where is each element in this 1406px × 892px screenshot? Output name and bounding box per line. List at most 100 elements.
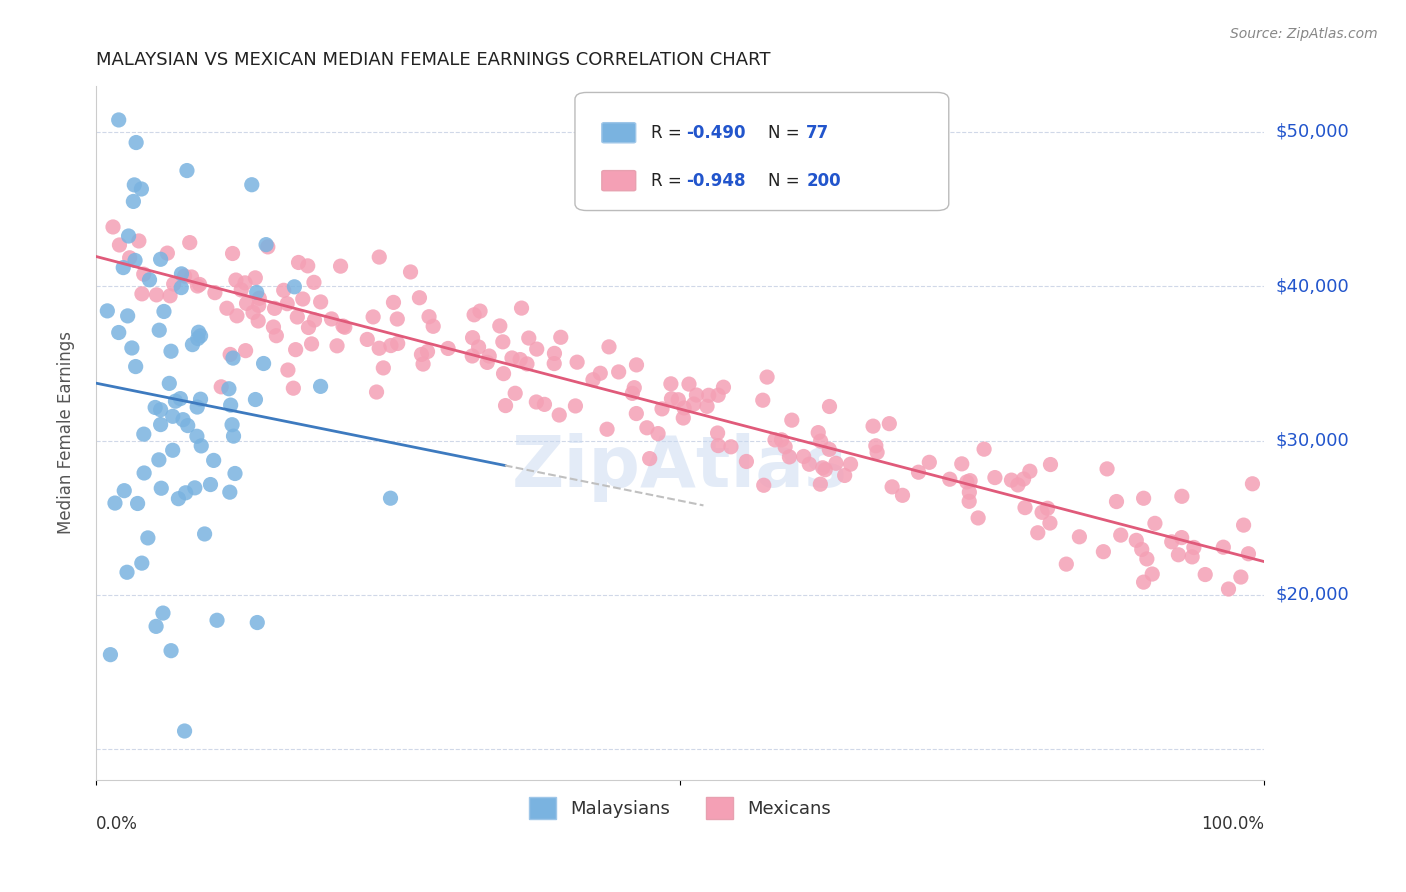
Mexicans [461, 331, 484, 345]
Malaysians [184, 481, 207, 495]
Mexicans [1167, 548, 1189, 562]
Mexicans [1170, 531, 1192, 545]
Mexicans [368, 250, 391, 264]
Mexicans [973, 442, 995, 457]
Mexicans [517, 331, 540, 345]
Malaysians [202, 453, 225, 467]
Text: ZipAtlas: ZipAtlas [512, 433, 848, 502]
Malaysians [174, 485, 197, 500]
Malaysians [148, 453, 170, 467]
Mexicans [810, 434, 832, 449]
Mexicans [187, 279, 209, 293]
Mexicans [159, 289, 181, 303]
Mexicans [382, 295, 405, 310]
Mexicans [565, 355, 588, 369]
Mexicans [1007, 478, 1029, 492]
Mexicans [108, 238, 131, 252]
Mexicans [302, 276, 325, 290]
Malaysians [157, 376, 180, 391]
Mexicans [1031, 505, 1053, 519]
Malaysians [124, 253, 146, 268]
Mexicans [297, 320, 319, 334]
Mexicans [607, 365, 630, 379]
Text: 0.0%: 0.0% [96, 814, 138, 833]
Text: -0.948: -0.948 [686, 171, 745, 190]
Mexicans [879, 417, 901, 431]
Malaysians [167, 491, 190, 506]
Mexicans [118, 251, 141, 265]
Mexicans [333, 320, 356, 334]
Mexicans [707, 439, 730, 453]
Mexicans [1160, 534, 1182, 549]
Mexicans [321, 312, 343, 326]
Mexicans [839, 457, 862, 471]
Mexicans [818, 400, 841, 414]
Mexicans [361, 310, 384, 324]
Mexicans [548, 408, 571, 422]
Mexicans [495, 399, 517, 413]
Mexicans [1132, 491, 1154, 506]
Malaysians [136, 531, 159, 545]
Mexicans [582, 373, 605, 387]
Mexicans [180, 270, 202, 285]
Mexicans [380, 338, 402, 352]
Malaysians [200, 477, 222, 491]
Mexicans [651, 401, 673, 416]
Mexicans [221, 246, 243, 260]
Mexicans [564, 399, 586, 413]
Malaysians [177, 418, 200, 433]
Y-axis label: Median Female Earnings: Median Female Earnings [58, 331, 75, 534]
Mexicans [866, 445, 889, 459]
Malaysians [165, 394, 187, 409]
Mexicans [332, 319, 354, 334]
Mexicans [285, 310, 308, 324]
Malaysians [149, 402, 172, 417]
Mexicans [263, 301, 285, 316]
Mexicans [967, 511, 990, 525]
Mexicans [918, 455, 941, 469]
Mexicans [526, 342, 548, 356]
Mexicans [277, 363, 299, 377]
Mexicans [659, 376, 682, 391]
FancyBboxPatch shape [602, 123, 636, 143]
Mexicans [1018, 464, 1040, 478]
Malaysians [240, 178, 263, 192]
Text: 77: 77 [806, 124, 830, 142]
Mexicans [865, 439, 887, 453]
Malaysians [148, 323, 170, 337]
Malaysians [149, 417, 172, 432]
Mexicans [145, 288, 167, 302]
Mexicans [1095, 462, 1118, 476]
Text: N =: N = [768, 124, 800, 142]
Mexicans [297, 259, 319, 273]
Malaysians [205, 613, 228, 627]
Malaysians [162, 443, 184, 458]
Malaysians [194, 527, 217, 541]
Malaysians [112, 260, 135, 275]
Mexicans [623, 381, 645, 395]
Mexicans [834, 468, 856, 483]
Mexicans [283, 381, 305, 395]
Mexicans [1143, 516, 1166, 531]
Mexicans [509, 352, 531, 367]
Malaysians [283, 280, 305, 294]
Text: $40,000: $40,000 [1275, 277, 1350, 295]
Mexicans [1069, 530, 1091, 544]
Mexicans [596, 422, 619, 436]
Malaysians [145, 619, 167, 633]
Malaysians [160, 344, 183, 359]
Mexicans [956, 475, 979, 489]
Malaysians [150, 481, 173, 495]
Mexicans [763, 433, 786, 447]
Mexicans [179, 235, 201, 250]
Mexicans [882, 480, 904, 494]
Malaysians [218, 485, 240, 500]
Mexicans [682, 397, 704, 411]
Mexicans [818, 442, 841, 457]
Mexicans [1194, 567, 1216, 582]
Mexicans [678, 377, 700, 392]
Mexicans [461, 349, 484, 363]
Malaysians [221, 417, 243, 432]
Malaysians [107, 112, 129, 127]
Mexicans [773, 440, 796, 454]
